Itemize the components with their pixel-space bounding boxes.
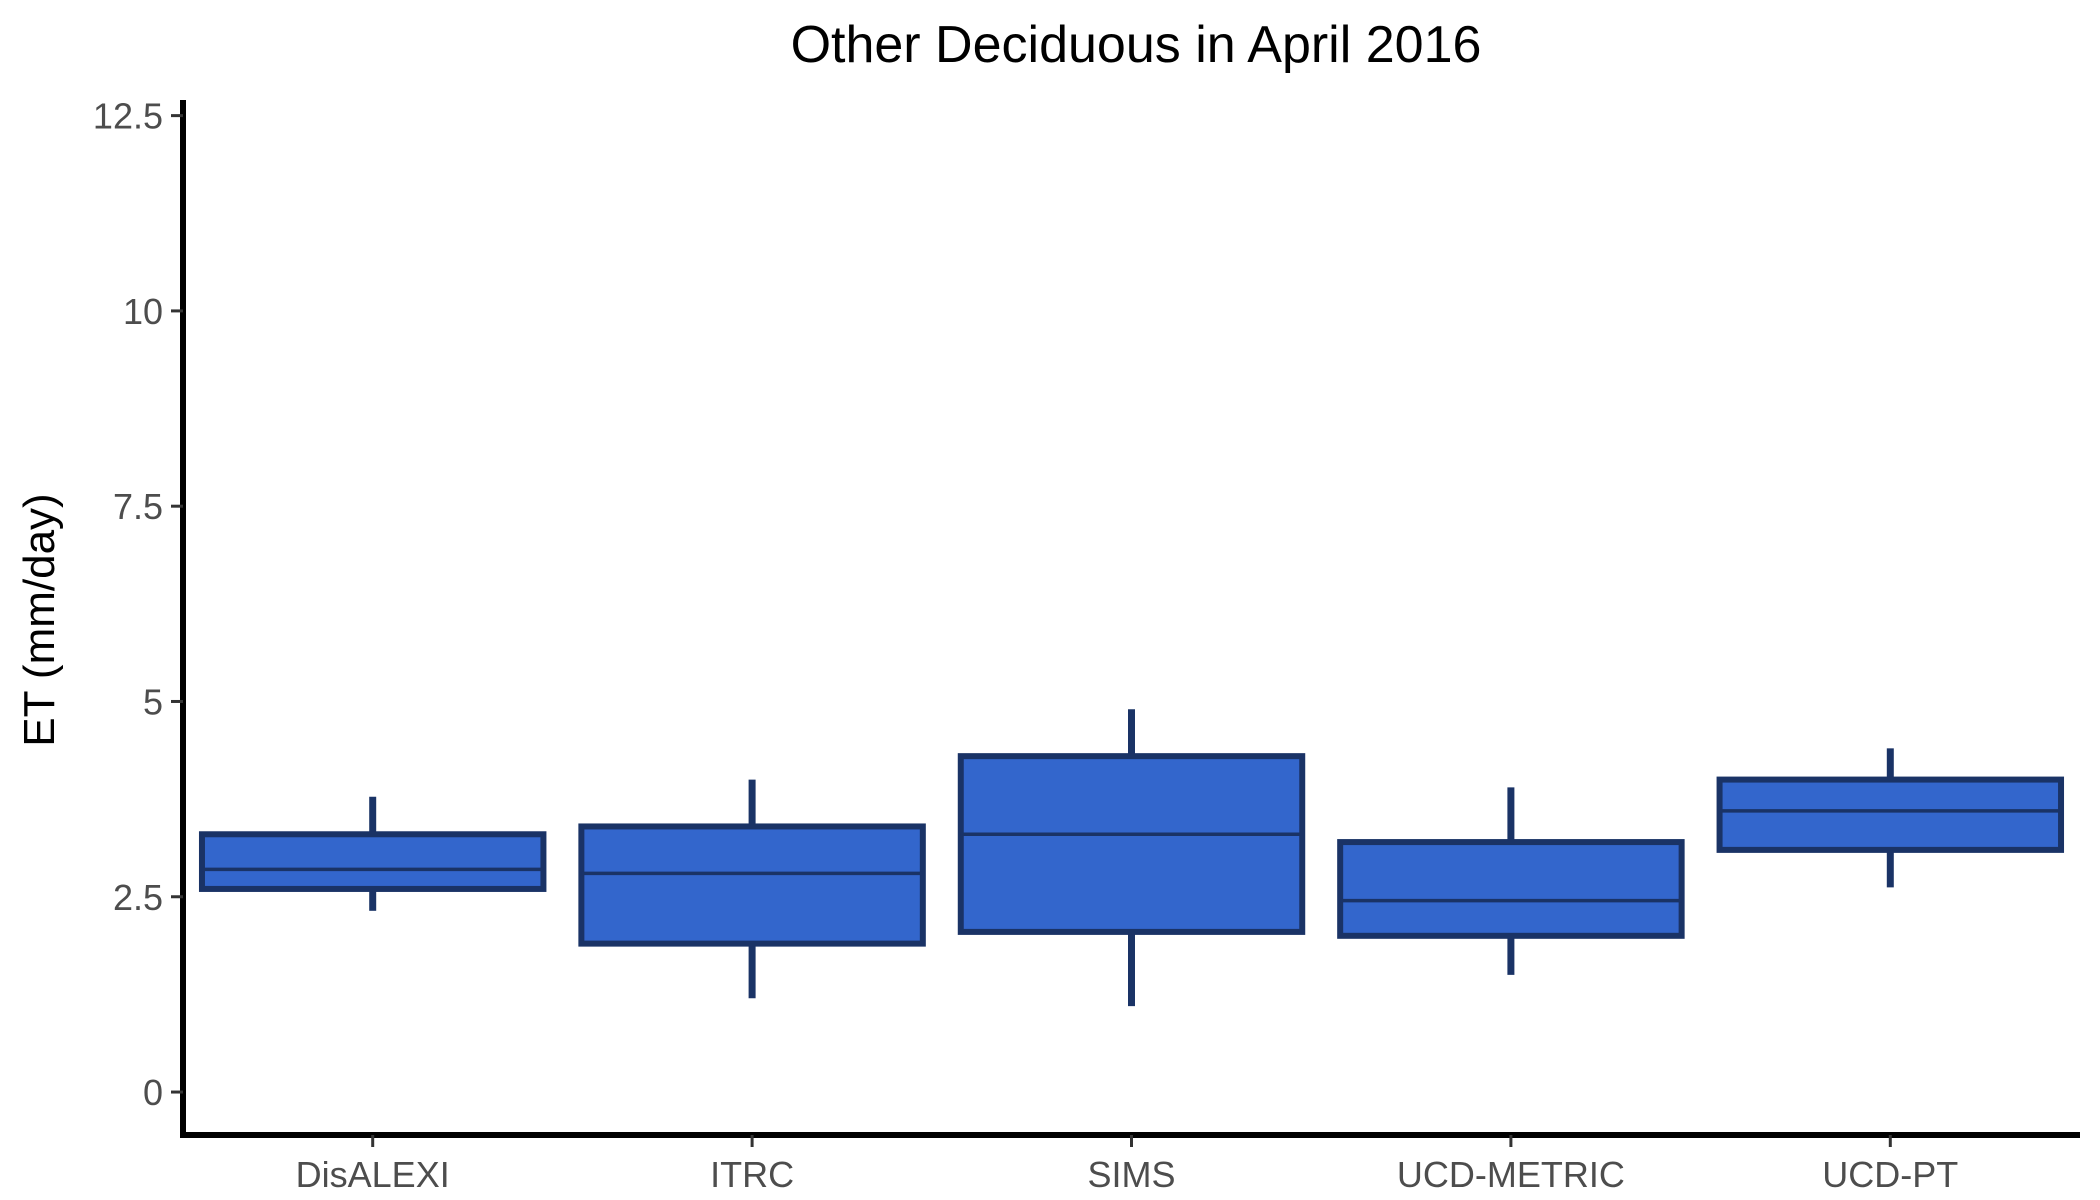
y-axis-label: ET (mm/day) — [15, 493, 64, 746]
y-tick-label: 0 — [143, 1072, 163, 1113]
y-tick-label: 5 — [143, 681, 163, 722]
box-ucd-pt — [1716, 776, 2065, 853]
x-tick-label: ITRC — [710, 1154, 794, 1195]
x-tick-label: UCD-METRIC — [1397, 1154, 1625, 1195]
box-itrc — [578, 823, 926, 947]
y-tick-label: 10 — [123, 291, 163, 332]
box-ucd-metric — [1337, 839, 1685, 939]
x-tick-label: DisALEXI — [296, 1154, 450, 1195]
x-tick-label: UCD-PT — [1822, 1154, 1958, 1195]
box-sims — [957, 753, 1306, 935]
plot-area: 0 2.5 5 7.5 10 12.5 DisALEXI ITRC SIMS UCD-METRIC… — [93, 96, 2080, 1195]
x-tick-label: SIMS — [1087, 1154, 1175, 1195]
chart-title: Other Deciduous in April 2016 — [791, 16, 1482, 74]
y-tick-label: 2.5 — [113, 877, 163, 918]
y-tick-label: 7.5 — [113, 486, 163, 527]
y-tick-label: 12.5 — [93, 96, 163, 137]
box-disalexi — [198, 831, 547, 892]
